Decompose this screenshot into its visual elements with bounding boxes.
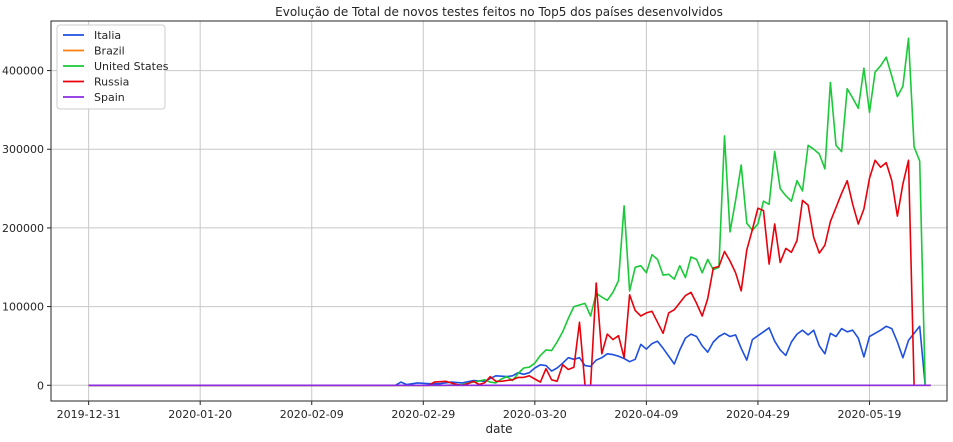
x-tick-label: 2020-01-20	[168, 408, 232, 421]
chart-title: Evolução de Total de novos testes feitos…	[275, 5, 723, 19]
series-line-united-states	[88, 37, 926, 387]
x-tick-label: 2020-03-20	[503, 408, 567, 421]
x-tick-label: 2019-12-31	[57, 408, 121, 421]
series-line-russia	[88, 159, 915, 387]
x-tick-label: 2020-04-09	[614, 408, 678, 421]
legend-label-italia: Italia	[94, 29, 121, 42]
y-tick-label: 0	[37, 379, 44, 392]
plot-frame	[50, 20, 948, 402]
legend-box	[56, 24, 166, 110]
x-tick-label: 2020-04-29	[726, 408, 790, 421]
y-tick-label: 200000	[2, 222, 44, 235]
x-tick-label: 2020-02-09	[280, 408, 344, 421]
legend-label-united-states: United States	[94, 60, 169, 73]
y-tick-label: 100000	[2, 301, 44, 314]
legend: Italia Brazil United States Russia Spain	[56, 24, 169, 110]
legend-label-russia: Russia	[94, 76, 129, 89]
legend-label-spain: Spain	[94, 91, 125, 104]
legend-label-brazil: Brazil	[94, 45, 125, 58]
y-tick-label: 400000	[2, 65, 44, 78]
x-tick-label: 2020-05-19	[838, 408, 902, 421]
y-axis: 0 100000 200000 300000 400000	[2, 65, 51, 392]
series-layer	[88, 37, 931, 387]
y-tick-label: 300000	[2, 143, 44, 156]
x-axis-title: date	[485, 422, 512, 436]
x-tick-label: 2020-02-29	[391, 408, 455, 421]
x-axis: 2019-12-31 2020-01-20 2020-02-09 2020-02-29…	[57, 401, 902, 421]
